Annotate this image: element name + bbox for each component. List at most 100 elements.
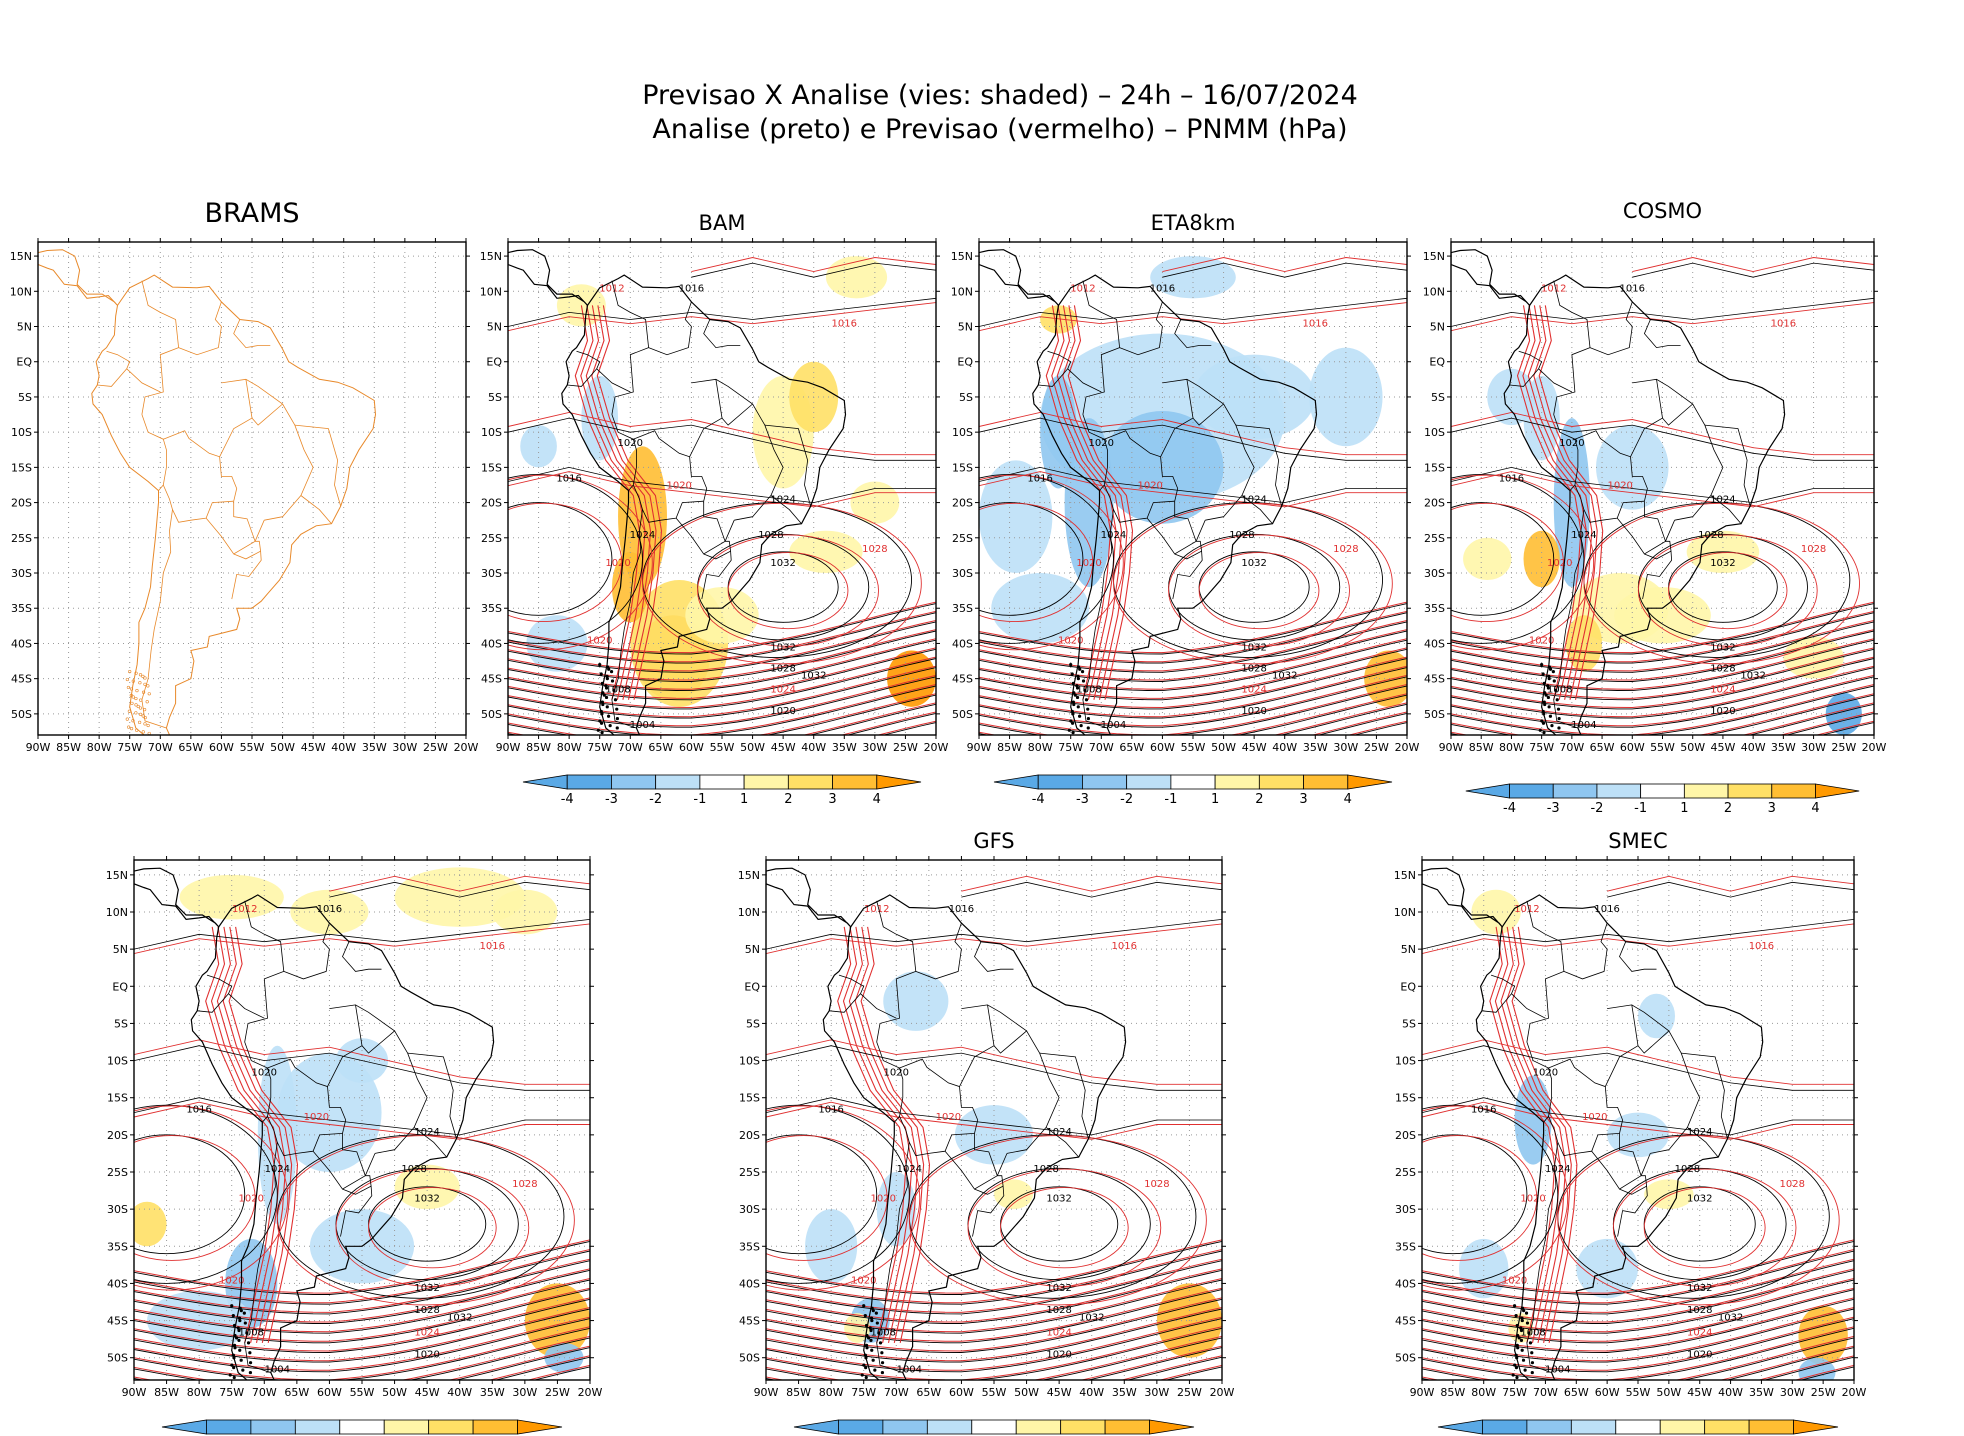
island-outline: [1517, 1336, 1521, 1340]
lat-tick-label: 20S: [481, 497, 502, 510]
island-outline: [243, 1321, 247, 1325]
country-border: [1039, 1052, 1089, 1139]
country-border: [1119, 301, 1163, 356]
isobar-analysis: [508, 685, 936, 735]
lon-tick-label: 90W: [122, 1386, 147, 1399]
lat-tick-label: 40S: [952, 637, 973, 650]
isobar-analysis: [1422, 1250, 1854, 1305]
island-outline: [873, 1368, 877, 1372]
country-border: [1681, 1052, 1728, 1139]
lon-tick-label: 65W: [178, 741, 203, 754]
isobar-forecast: [216, 926, 287, 1344]
isobar-forecast: [979, 684, 1407, 735]
coastline: [1075, 222, 1111, 234]
lon-tick-label: 30W: [1333, 741, 1358, 754]
island-outline: [1548, 714, 1553, 718]
isobar-forecast: [1451, 474, 1595, 651]
country-border: [162, 484, 234, 523]
lon-tick-label: 75W: [851, 1386, 876, 1399]
colorbar-swatch: [926, 1419, 973, 1435]
isobar-forecast: [766, 1326, 1222, 1380]
island-outline: [863, 1353, 868, 1357]
lat-tick-label: 5N: [487, 321, 502, 334]
colorbar-arrow-high: [1793, 1419, 1839, 1435]
bias-shading: [1309, 347, 1383, 447]
isobar-label: 1024: [1545, 1164, 1570, 1175]
lat-tick-label: 35S: [107, 1240, 128, 1253]
lon-tick-label: 25W: [1831, 741, 1856, 754]
lon-tick-label: 20W: [1862, 741, 1887, 754]
isobar-forecast: [1557, 1135, 1840, 1306]
isobar-forecast: [1451, 471, 1874, 508]
island-outline: [1528, 1341, 1533, 1345]
island-outline: [605, 677, 609, 681]
isobar-forecast: [508, 610, 936, 663]
isobar-label: 1032: [1079, 1313, 1104, 1324]
lon-tick-label: 40W: [1272, 741, 1297, 754]
isobar-forecast: [205, 926, 275, 1344]
lat-tick-label: 45S: [1395, 1315, 1416, 1328]
coastline: [822, 894, 1127, 1380]
lon-tick-label: 40W: [801, 741, 826, 754]
island-outline: [860, 1373, 864, 1377]
isobar-forecast: [766, 1249, 1222, 1304]
isobar-forecast: [1505, 926, 1572, 1344]
isobar-analysis: [1422, 919, 1854, 950]
isobar-forecast: [508, 474, 653, 651]
isobar-forecast: [1311, 711, 1407, 735]
colorbar-label: -2: [649, 792, 662, 807]
isobar-analysis: [1422, 1279, 1854, 1334]
coastline: [1519, 839, 1555, 852]
colorbar-swatch: [428, 1419, 474, 1435]
country-border: [1710, 495, 1742, 524]
isobar-label: 1016: [679, 283, 704, 294]
country-border: [1665, 540, 1672, 552]
lon-tick-label: 45W: [771, 741, 796, 754]
isobar-analysis: [979, 703, 1407, 735]
isobar-forecast: [134, 1239, 590, 1294]
island-outline: [1070, 721, 1075, 725]
lon-tick-label: 30W: [1780, 1386, 1805, 1399]
isobar-analysis: [766, 1097, 1222, 1136]
isobar-label: 1016: [186, 1105, 211, 1116]
isobar-analysis: [1422, 1097, 1854, 1136]
lat-tick-label: 15S: [107, 1092, 128, 1105]
island-outline: [600, 731, 604, 735]
country-border: [1604, 1004, 1639, 1087]
isobar-forecast: [276, 1135, 575, 1306]
isobar-analysis: [1785, 712, 1874, 735]
isobar-forecast: [585, 305, 652, 700]
isobar-forecast: [508, 302, 936, 332]
lat-tick-label: 30S: [107, 1203, 128, 1216]
island-outline: [239, 1309, 243, 1313]
island-outline: [880, 1351, 884, 1355]
isobar-label: 1016: [1471, 1105, 1496, 1116]
isobar-forecast: [848, 926, 919, 1344]
lon-tick-label: 70W: [1533, 1386, 1558, 1399]
isobar-analysis: [1451, 703, 1874, 735]
isobar-analysis: [134, 1134, 246, 1255]
island-outline: [875, 1321, 879, 1325]
isobar-forecast: [1511, 926, 1578, 1344]
lat-tick-label: 45S: [739, 1315, 760, 1328]
lon-tick-label: 25W: [545, 1386, 570, 1399]
isobar-analysis: [508, 297, 936, 327]
isobar-forecast: [1451, 656, 1874, 709]
island-outline: [238, 1348, 242, 1352]
isobar-label: 1028: [1241, 664, 1266, 675]
isobar-analysis: [508, 473, 643, 644]
lon-tick-label: 90W: [754, 1386, 779, 1399]
isobar-label: 1012: [1514, 904, 1539, 915]
isobar-forecast: [979, 302, 1407, 332]
island-outline: [238, 1306, 242, 1310]
lon-tick-label: 90W: [26, 741, 51, 754]
bias-shading: [1798, 1357, 1836, 1380]
lat-tick-label: 50S: [1395, 1352, 1416, 1365]
isobar-label: 1024: [1571, 530, 1596, 541]
island-outline: [127, 709, 131, 713]
country-border: [691, 378, 784, 521]
country-border: [876, 1142, 910, 1373]
isobar-forecast: [134, 1316, 590, 1371]
